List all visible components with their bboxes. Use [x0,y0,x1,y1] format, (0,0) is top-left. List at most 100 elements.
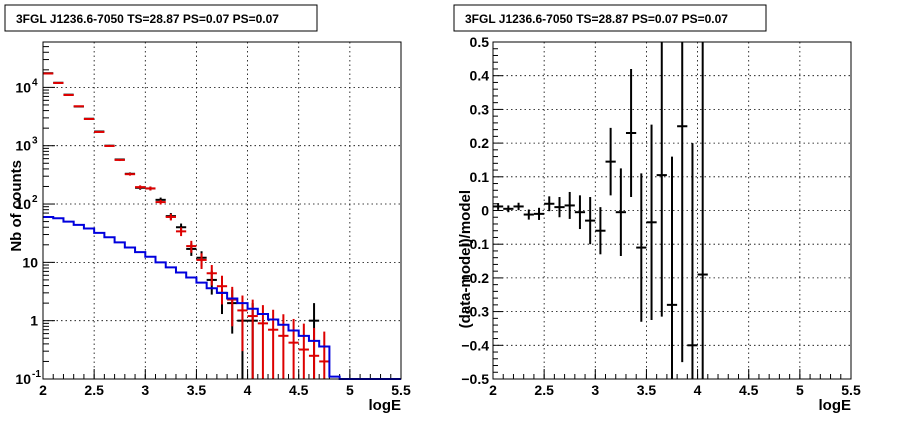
left-y-tick-label: 10 [15,138,31,154]
residual-point [636,173,647,322]
model-point [114,158,125,162]
right-y-tick-label: 0 [481,203,489,219]
residual-point [595,207,606,255]
model-point [298,323,309,379]
left-x-tick-label: 2.5 [84,382,104,398]
right-x-tick-label: 4 [694,382,702,398]
left-frame [42,41,402,380]
model-point [73,105,84,108]
model-point [237,295,248,352]
residual-point [697,42,708,379]
left-y-axis-title: Nb of counts [8,160,25,252]
model-point [155,199,166,205]
right-frame [492,41,852,380]
left-y-tick-label: 10 [22,254,38,270]
source-model-histogram [43,215,401,380]
right-y-tick-label: −0.2 [461,270,489,286]
right-title: 3FGL J1236.6-7050 TS=28.87 PS=0.07 PS=0.… [465,12,728,26]
residual-point [666,156,678,379]
model-point [94,130,105,133]
left-title: 3FGL J1236.6-7050 TS=28.87 PS=0.07 PS=0.… [16,12,279,26]
model-point [288,318,299,379]
model-point [257,305,269,379]
left-x-tick-label: 2 [39,382,47,398]
model-point [308,327,320,379]
right-x-tick-label: 2.5 [534,382,554,398]
residual-point [513,202,524,211]
left-x-axis-title: logE [369,397,402,414]
right-y-axis-title: (data-model)/model [457,190,474,328]
right-y-tick-label: 0.2 [470,135,490,151]
left-x-tick-label: 4 [244,382,252,398]
right-x-tick-label: 4.5 [739,382,759,398]
right-y-tick-label: −0.3 [461,304,489,320]
model-point [145,186,156,191]
right-grid [493,42,851,379]
residual-point [585,197,596,245]
model-point [83,118,95,121]
residual-point [615,168,626,256]
model-point [165,213,176,221]
left-y-tick-exponent: 3 [32,136,38,147]
model-point [175,227,187,237]
model-point [268,309,279,379]
residual-point [523,209,534,220]
residual-point [656,42,667,317]
model-point [319,331,330,379]
model-point [206,265,217,286]
left-series [43,72,401,380]
right-x-tick-label: 5 [796,382,804,398]
right-y-tick-label: 0.4 [470,68,490,84]
left-y-tick-exponent: 2 [32,194,38,205]
left-y-tick-label: 10 [15,371,31,387]
counts-panel: 3FGL J1236.6-7050 TS=28.87 PS=0.07 PS=0.… [4,4,411,414]
left-x-tick-label: 5.5 [391,382,411,398]
right-x-tick-label: 5.5 [841,382,861,398]
left-title-box [4,4,318,32]
residual-point [503,205,514,213]
right-y-tick-label: −0.1 [461,236,489,252]
right-y-tick-label: −0.4 [461,337,489,353]
left-y-tick-label: 10 [15,79,31,95]
right-y-tick-label: 0.1 [470,169,490,185]
model-point [186,240,197,253]
residual-point [554,197,565,218]
right-y-tick-label: 0.3 [470,101,490,117]
left-x-tick-label: 4.5 [289,382,309,398]
right-y-tick-label: −0.5 [461,371,489,387]
right-x-tick-label: 3 [591,382,599,398]
residual-point [677,42,688,363]
residual-point [574,195,586,230]
residuals-panel: 3FGL J1236.6-7050 TS=28.87 PS=0.07 PS=0.… [453,4,861,414]
model-point [216,275,228,305]
model-point [63,94,74,97]
model-point [124,172,136,176]
right-series [493,42,708,379]
right-ticks: 2 2.5 3 3.5 4 4.5 5 5.5 −0.5 −0.4 −0.3 −0.2 −0.1 0 0.1… [461,34,861,398]
residual-point [493,203,504,210]
right-x-tick-label: 3.5 [637,382,657,398]
left-x-tick-label: 3 [141,382,149,398]
model-point [104,144,115,147]
model-point [247,299,258,379]
left-y-tick-label: 10 [15,196,31,212]
residual-point [605,127,616,196]
residual-point [625,68,637,198]
left-y-tick-label: 1 [30,313,38,329]
left-x-tick-label: 3.5 [187,382,207,398]
residual-point [687,143,698,379]
left-y-tick-exponent: 4 [32,77,38,88]
left-y-tick-exponent: -1 [32,369,41,380]
model-point [227,286,238,327]
residual-point [646,124,657,321]
model-point [196,253,207,269]
model-point [135,185,146,190]
residual-point [533,207,545,220]
right-y-tick-label: 0.5 [470,34,490,50]
left-grid [43,42,401,379]
model-series [43,72,330,379]
right-x-tick-label: 2 [489,382,497,398]
residual-point [564,191,575,219]
